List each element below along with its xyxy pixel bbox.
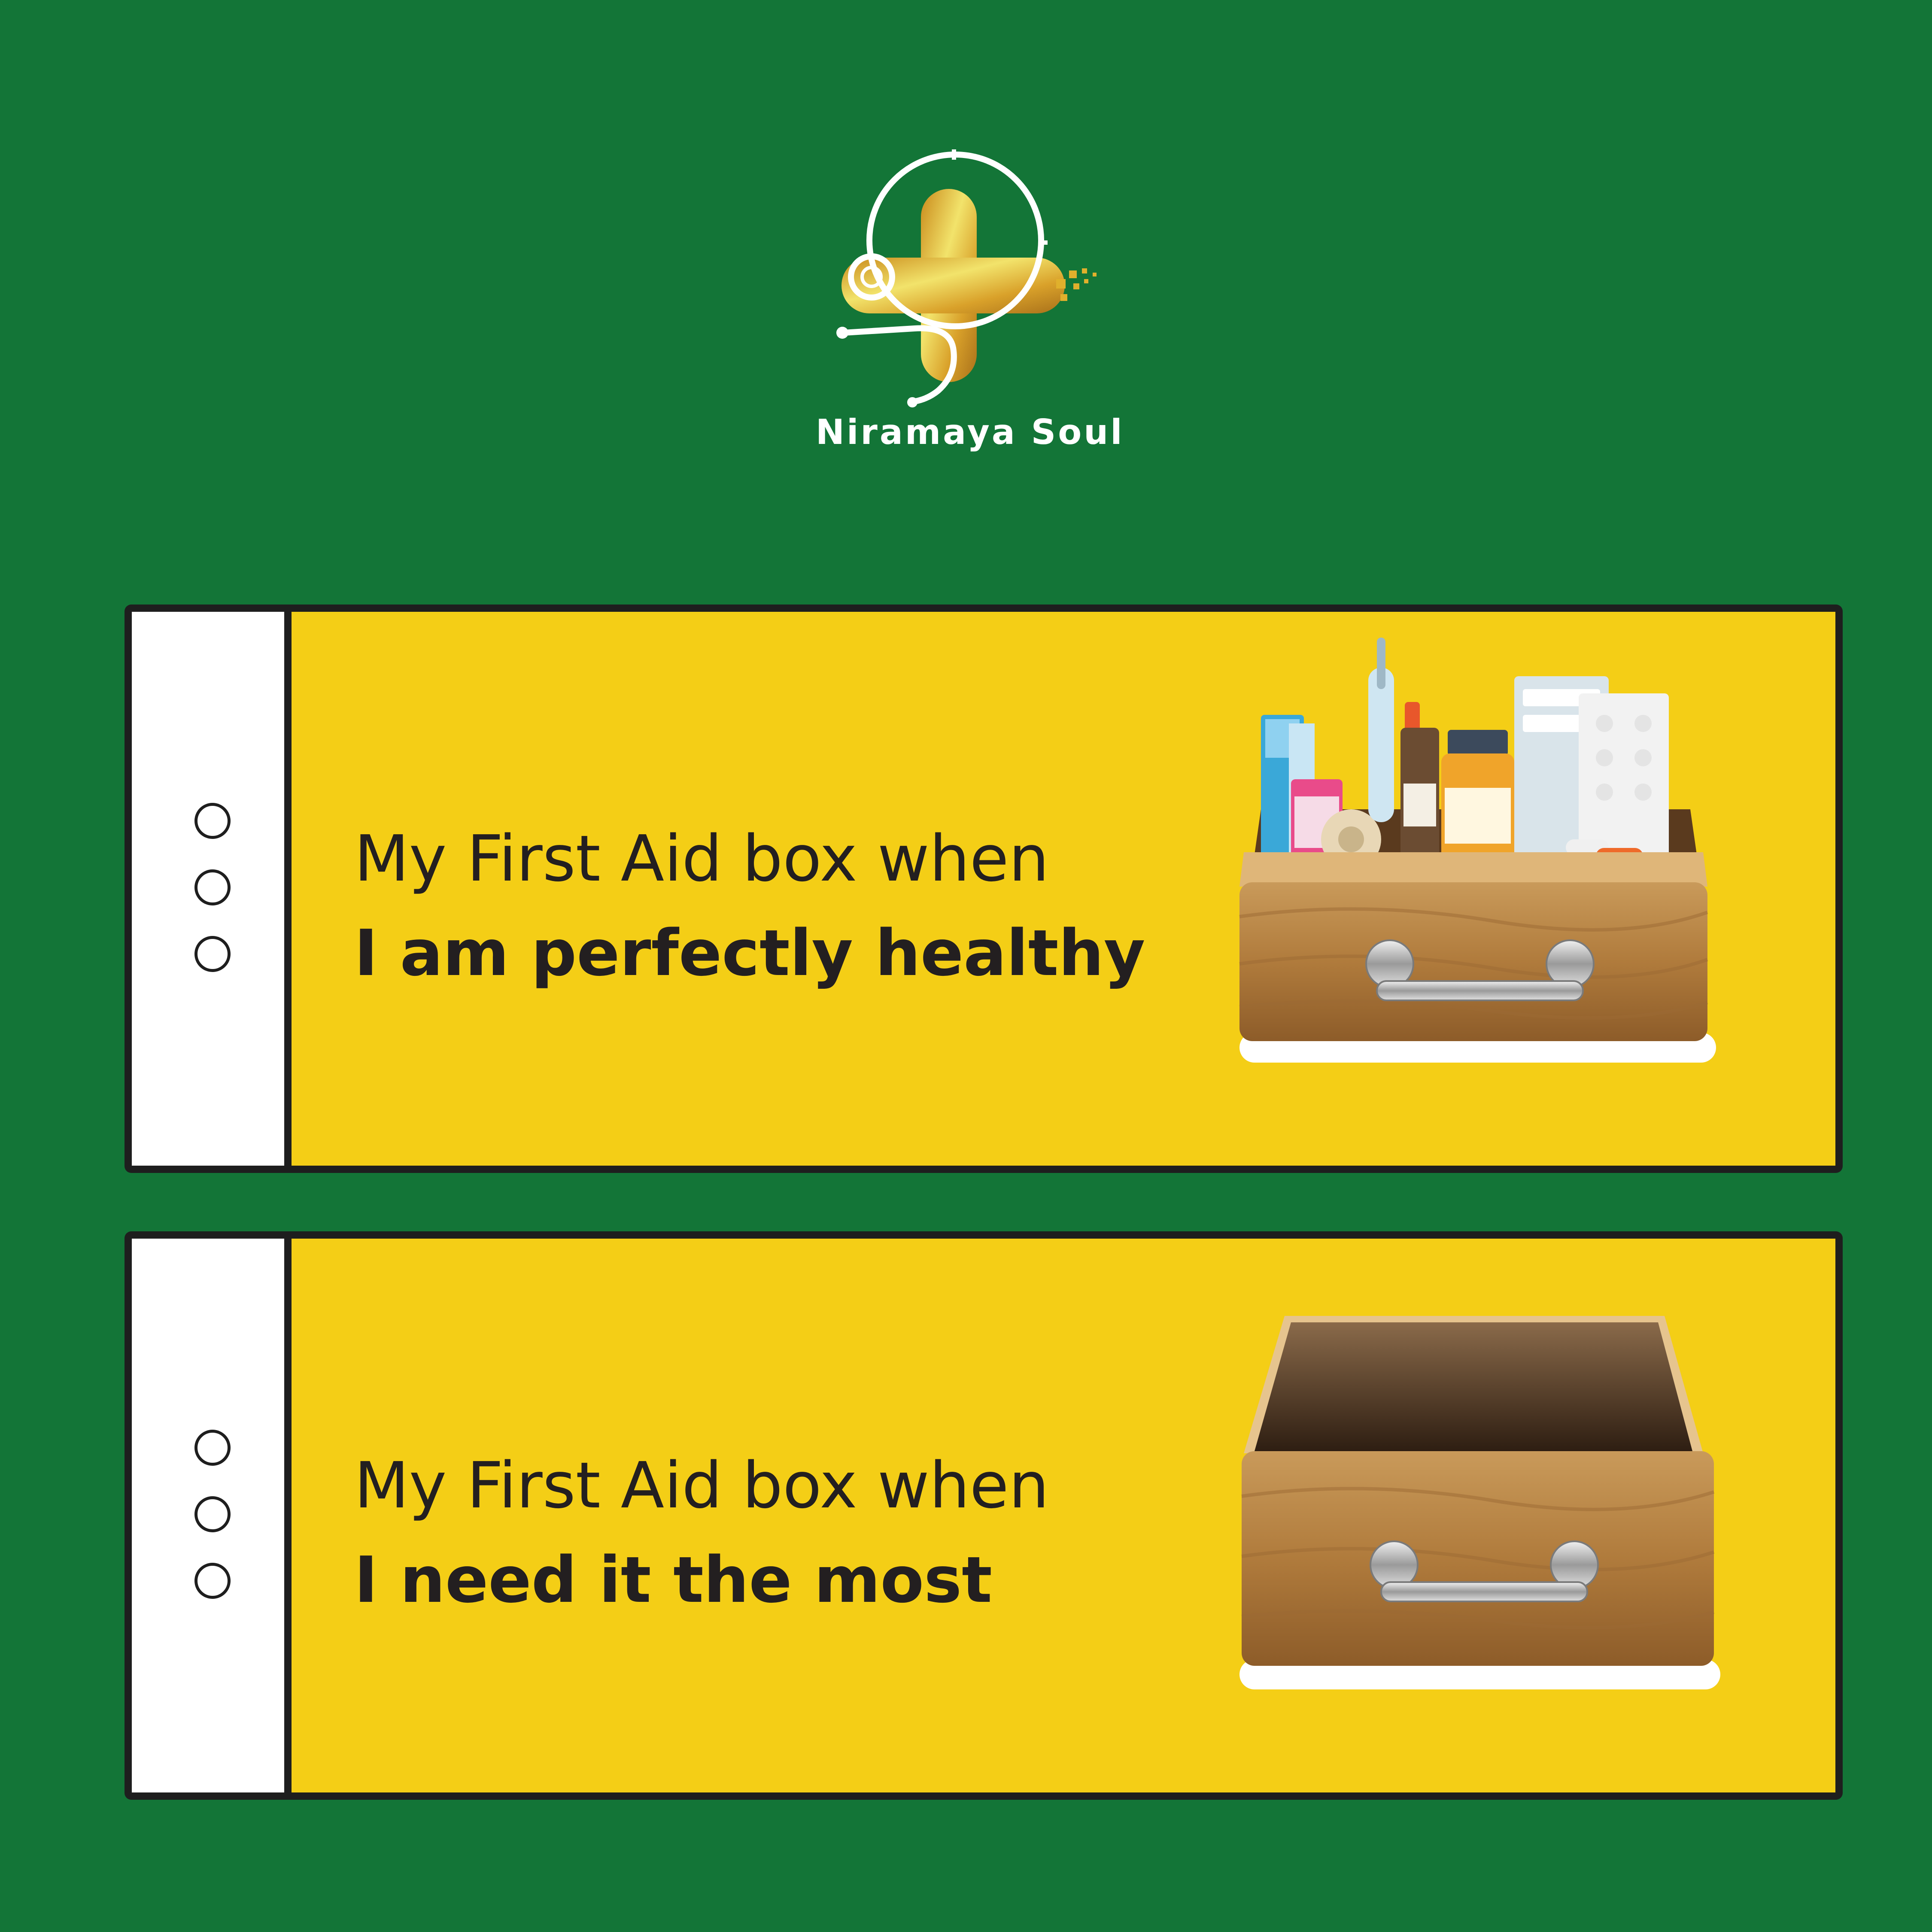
brand-logo: Niramaya Soul — [816, 142, 1124, 468]
caption-line-1: My First Aid box when — [354, 822, 1049, 896]
binder-hole-icon — [194, 1563, 231, 1599]
brand-name: Niramaya Soul — [816, 412, 1124, 452]
binder-hole-icon — [194, 1496, 231, 1532]
binder-hole-icon — [194, 869, 231, 905]
card-need-most: My First Aid box when I need it the most — [125, 1231, 1843, 1800]
caption-line-2: I need it the most — [354, 1543, 992, 1617]
stethoscope-cross-icon — [836, 149, 1097, 407]
card-caption: My First Aid box when I am perfectly hea… — [354, 811, 1320, 1000]
binder-hole-icon — [194, 803, 231, 839]
binder-hole-icon — [194, 936, 231, 972]
empty-first-aid-box-icon — [1239, 1316, 1720, 1689]
card-healthy: My First Aid box when I am perfectly hea… — [125, 605, 1843, 1173]
notebook-binding-strip — [132, 1239, 292, 1792]
notebook-binding-strip — [132, 612, 292, 1166]
full-first-aid-box-icon — [1239, 638, 1716, 1063]
card-caption: My First Aid box when I need it the most — [354, 1438, 1320, 1627]
caption-line-2: I am perfectly healthy — [354, 916, 1145, 990]
binder-hole-icon — [194, 1430, 231, 1466]
caption-line-1: My First Aid box when — [354, 1449, 1049, 1522]
